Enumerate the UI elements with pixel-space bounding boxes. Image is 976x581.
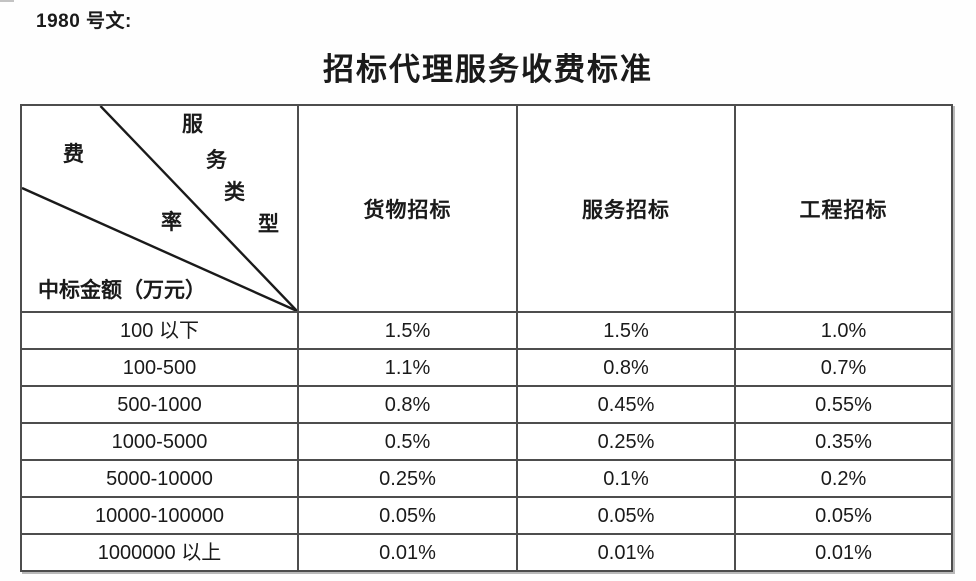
fee-value: 0.05%	[516, 496, 736, 535]
corner-type-char-1: 服	[182, 112, 203, 136]
fee-value: 0.05%	[734, 496, 953, 535]
table-row: 100 以下 1.5% 1.5% 1.0%	[20, 311, 953, 350]
diagonal-lines	[22, 106, 297, 311]
fee-value: 0.01%	[734, 533, 953, 572]
fee-value: 0.35%	[734, 422, 953, 461]
row-label: 1000-5000	[20, 422, 299, 461]
fee-value: 0.01%	[297, 533, 518, 572]
fee-value: 0.25%	[516, 422, 736, 461]
fee-value: 0.45%	[516, 385, 736, 424]
table-row: 1000000 以上 0.01% 0.01% 0.01%	[20, 533, 953, 572]
diagonal-line-lower	[22, 186, 297, 311]
page-title: 招标代理服务收费标准	[323, 52, 653, 87]
fee-standard-table: 服 务 类 型 费 率 中标金额（万元） 货物招标 服务招标 工程招标 100 …	[20, 104, 953, 572]
fee-value: 1.5%	[297, 311, 518, 350]
row-label: 100 以下	[20, 311, 299, 350]
column-header-goods: 货物招标	[297, 104, 518, 313]
fee-value: 1.1%	[297, 348, 518, 387]
table-row: 500-1000 0.8% 0.45% 0.55%	[20, 385, 953, 424]
fee-value: 0.25%	[297, 459, 518, 498]
fee-value: 0.8%	[297, 385, 518, 424]
corner-type-char-4: 型	[258, 212, 279, 236]
fee-value: 1.0%	[734, 311, 953, 350]
fee-value: 0.2%	[734, 459, 953, 498]
corner-type-char-2: 务	[206, 148, 227, 172]
row-label: 100-500	[20, 348, 299, 387]
fee-value: 1.5%	[516, 311, 736, 350]
fee-value: 0.7%	[734, 348, 953, 387]
row-label: 10000-100000	[20, 496, 299, 535]
diagonal-line-upper	[99, 106, 297, 311]
fee-value: 0.55%	[734, 385, 953, 424]
corner-rate-char-1: 费	[63, 142, 84, 166]
fee-value: 0.5%	[297, 422, 518, 461]
diagonal-corner-cell: 服 务 类 型 费 率 中标金额（万元）	[20, 104, 299, 313]
doc-reference: 1980 号文:	[36, 11, 132, 32]
fee-value: 0.05%	[297, 496, 518, 535]
fee-value: 0.8%	[516, 348, 736, 387]
table-row: 5000-10000 0.25% 0.1% 0.2%	[20, 459, 953, 498]
page-edge-artifact	[0, 0, 14, 2]
header-row: 服 务 类 型 费 率 中标金额（万元） 货物招标 服务招标 工程招标	[20, 104, 953, 313]
table-row: 1000-5000 0.5% 0.25% 0.35%	[20, 422, 953, 461]
corner-type-char-3: 类	[224, 180, 245, 204]
table-row: 10000-100000 0.05% 0.05% 0.05%	[20, 496, 953, 535]
amount-axis-label: 中标金额（万元）	[38, 278, 206, 302]
corner-rate-char-2: 率	[161, 210, 182, 234]
column-header-services: 服务招标	[516, 104, 736, 313]
fee-value: 0.01%	[516, 533, 736, 572]
column-header-works: 工程招标	[734, 104, 953, 313]
row-label: 1000000 以上	[20, 533, 299, 572]
row-label: 5000-10000	[20, 459, 299, 498]
row-label: 500-1000	[20, 385, 299, 424]
table-row: 100-500 1.1% 0.8% 0.7%	[20, 348, 953, 387]
fee-value: 0.1%	[516, 459, 736, 498]
